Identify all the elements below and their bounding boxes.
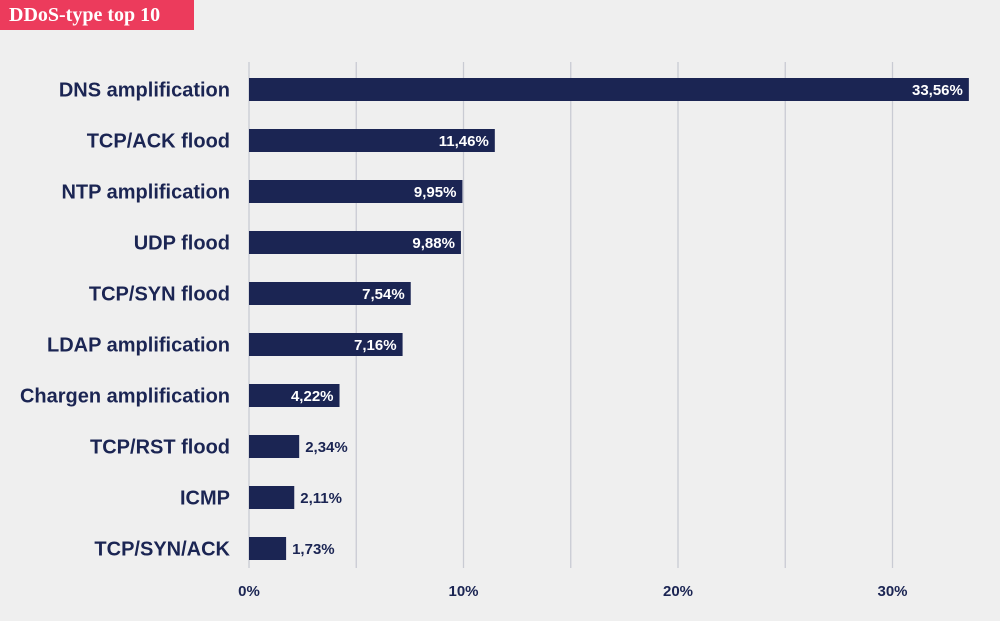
x-tick-label: 10%	[448, 583, 478, 600]
category-label: Chargen amplification	[20, 386, 230, 408]
value-label: 7,16%	[354, 337, 397, 354]
category-label: TCP/SYN flood	[89, 284, 230, 306]
value-label: 4,22%	[291, 388, 334, 405]
value-label: 33,56%	[912, 82, 963, 99]
category-label: TCP/SYN/ACK	[94, 539, 230, 561]
x-axis-ticks: 0% 10% 20% 30%	[238, 583, 907, 600]
bar	[249, 486, 295, 509]
bar	[249, 333, 403, 356]
bar	[249, 384, 340, 407]
category-label: NTP amplification	[61, 182, 230, 204]
bar	[249, 231, 461, 254]
bar	[249, 180, 463, 203]
value-label: 1,73%	[292, 541, 335, 558]
gridlines	[248, 62, 894, 568]
category-label: DNS amplification	[59, 80, 230, 102]
x-tick-label: 20%	[663, 583, 693, 600]
bars	[249, 78, 969, 560]
value-labels: 33,56% 11,46% 9,95% 9,88% 7,54% 7,16% 4,22% 2,3…	[291, 82, 963, 558]
category-label: TCP/RST flood	[90, 437, 230, 459]
category-label: ICMP	[180, 488, 230, 510]
value-label: 2,34%	[305, 439, 348, 456]
bar	[249, 435, 300, 458]
bar	[249, 78, 969, 101]
x-tick-label: 30%	[877, 583, 907, 600]
value-label: 9,95%	[414, 184, 457, 201]
category-labels: DNS amplification TCP/ACK flood NTP amplif…	[20, 80, 231, 561]
value-label: 11,46%	[439, 133, 489, 150]
value-label: 2,11%	[300, 490, 342, 507]
x-tick-label: 0%	[238, 583, 260, 600]
category-label: LDAP amplification	[47, 335, 230, 357]
category-label: UDP flood	[134, 233, 230, 255]
bar	[249, 282, 411, 305]
bar	[249, 129, 495, 152]
value-label: 9,88%	[412, 235, 455, 252]
value-label: 7,54%	[362, 286, 405, 303]
category-label: TCP/ACK flood	[87, 131, 230, 153]
chart-title: DDoS-type top 10	[0, 0, 194, 30]
bar	[249, 537, 287, 560]
